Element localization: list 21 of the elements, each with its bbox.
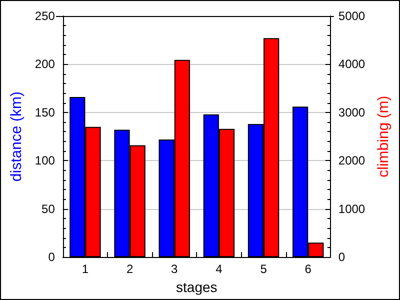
y-tick-label: 200 [34, 57, 56, 72]
x-tick-label: 2 [126, 262, 134, 276]
x-tick-label: 4 [216, 262, 223, 276]
x-tick-label: 6 [304, 262, 312, 276]
y2-tick-label: 0 [338, 250, 346, 264]
x-tick-label: 3 [171, 262, 178, 276]
y2-axis-title: climbing (m) [375, 96, 392, 178]
y2-tick-label: 5000 [338, 9, 366, 23]
y2-tick-label: 2000 [338, 154, 366, 168]
x-axis-title: stages [176, 279, 218, 295]
y-tick-label: 150 [34, 105, 56, 120]
y-tick-label: 50 [42, 202, 56, 216]
x-tick-label: 1 [82, 262, 89, 276]
x-tick-label: 5 [260, 262, 268, 276]
y-axis-title: distance (km) [8, 92, 25, 182]
y2-tick-label: 1000 [338, 202, 366, 216]
y2-tick-label: 3000 [338, 105, 366, 120]
y-tick-label: 250 [34, 9, 56, 23]
y-tick-label: 100 [34, 154, 56, 168]
y-tick-label: 0 [48, 250, 56, 264]
y2-tick-label: 4000 [338, 57, 366, 72]
